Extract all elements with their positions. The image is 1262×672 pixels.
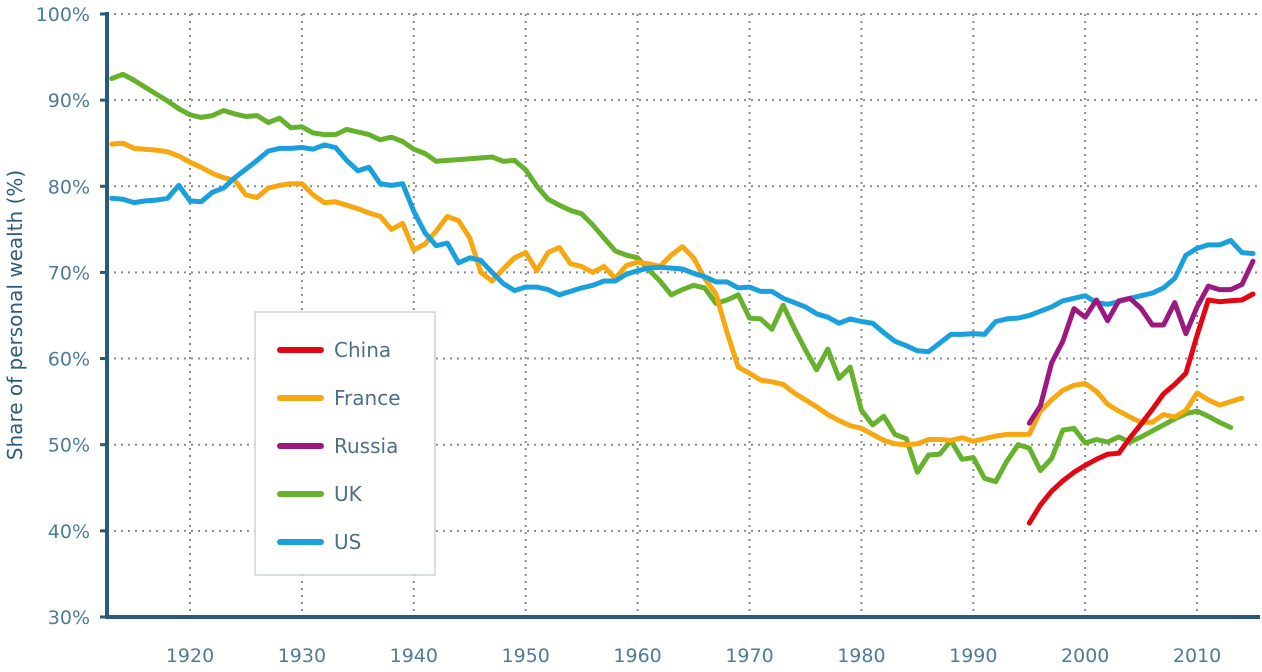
legend-item-uk: UK: [277, 482, 363, 506]
legend-item-us: US: [277, 530, 361, 554]
x-tick-label: 1920: [166, 645, 214, 667]
legend-item-china: China: [277, 338, 391, 362]
series-line-russia: [1026, 258, 1256, 426]
legend-item-russia: Russia: [277, 434, 398, 458]
x-tick-label: 1950: [502, 645, 550, 667]
y-tick-label: 30%: [48, 607, 90, 629]
series-line-france: [109, 140, 1245, 448]
legend-label: China: [334, 338, 391, 362]
axes: [105, 12, 1260, 619]
x-tick-label: 1960: [613, 645, 661, 667]
y-tick-label: 70%: [48, 262, 90, 284]
x-tick-labels: 1920 1930 1940 1950 1960 1970 1980 1990 2000 2010: [166, 645, 1221, 667]
x-tick-label: 2010: [1173, 645, 1221, 667]
x-tick-label: 1970: [725, 645, 773, 667]
y-tick-label: 100%: [36, 4, 90, 26]
series-line-china: [1026, 291, 1256, 526]
legend-label: UK: [334, 482, 363, 506]
x-tick-label: 1940: [390, 645, 438, 667]
legend: China France Russia UK US: [254, 311, 436, 576]
x-tick-label: 1990: [949, 645, 997, 667]
legend-label: Russia: [334, 434, 398, 458]
series-lines: [109, 71, 1256, 526]
x-tick-label: 1930: [278, 645, 326, 667]
legend-label: US: [334, 530, 361, 554]
x-tick-label: 1980: [837, 645, 885, 667]
y-tick-label: 90%: [48, 90, 90, 112]
y-axis-title: Share of personal wealth (%): [3, 170, 27, 460]
y-tick-label: 50%: [48, 435, 90, 457]
series-line-us: [109, 142, 1256, 355]
legend-label: France: [334, 386, 401, 410]
y-tick-label: 60%: [48, 349, 90, 371]
series-line-uk: [109, 71, 1234, 485]
legend-item-france: France: [277, 386, 401, 410]
y-tick-label: 40%: [48, 521, 90, 543]
y-tick-label: 80%: [48, 176, 90, 198]
x-tick-label: 2000: [1061, 645, 1109, 667]
y-tick-labels: 30% 40% 50% 60% 70% 80% 90% 100%: [36, 4, 90, 629]
